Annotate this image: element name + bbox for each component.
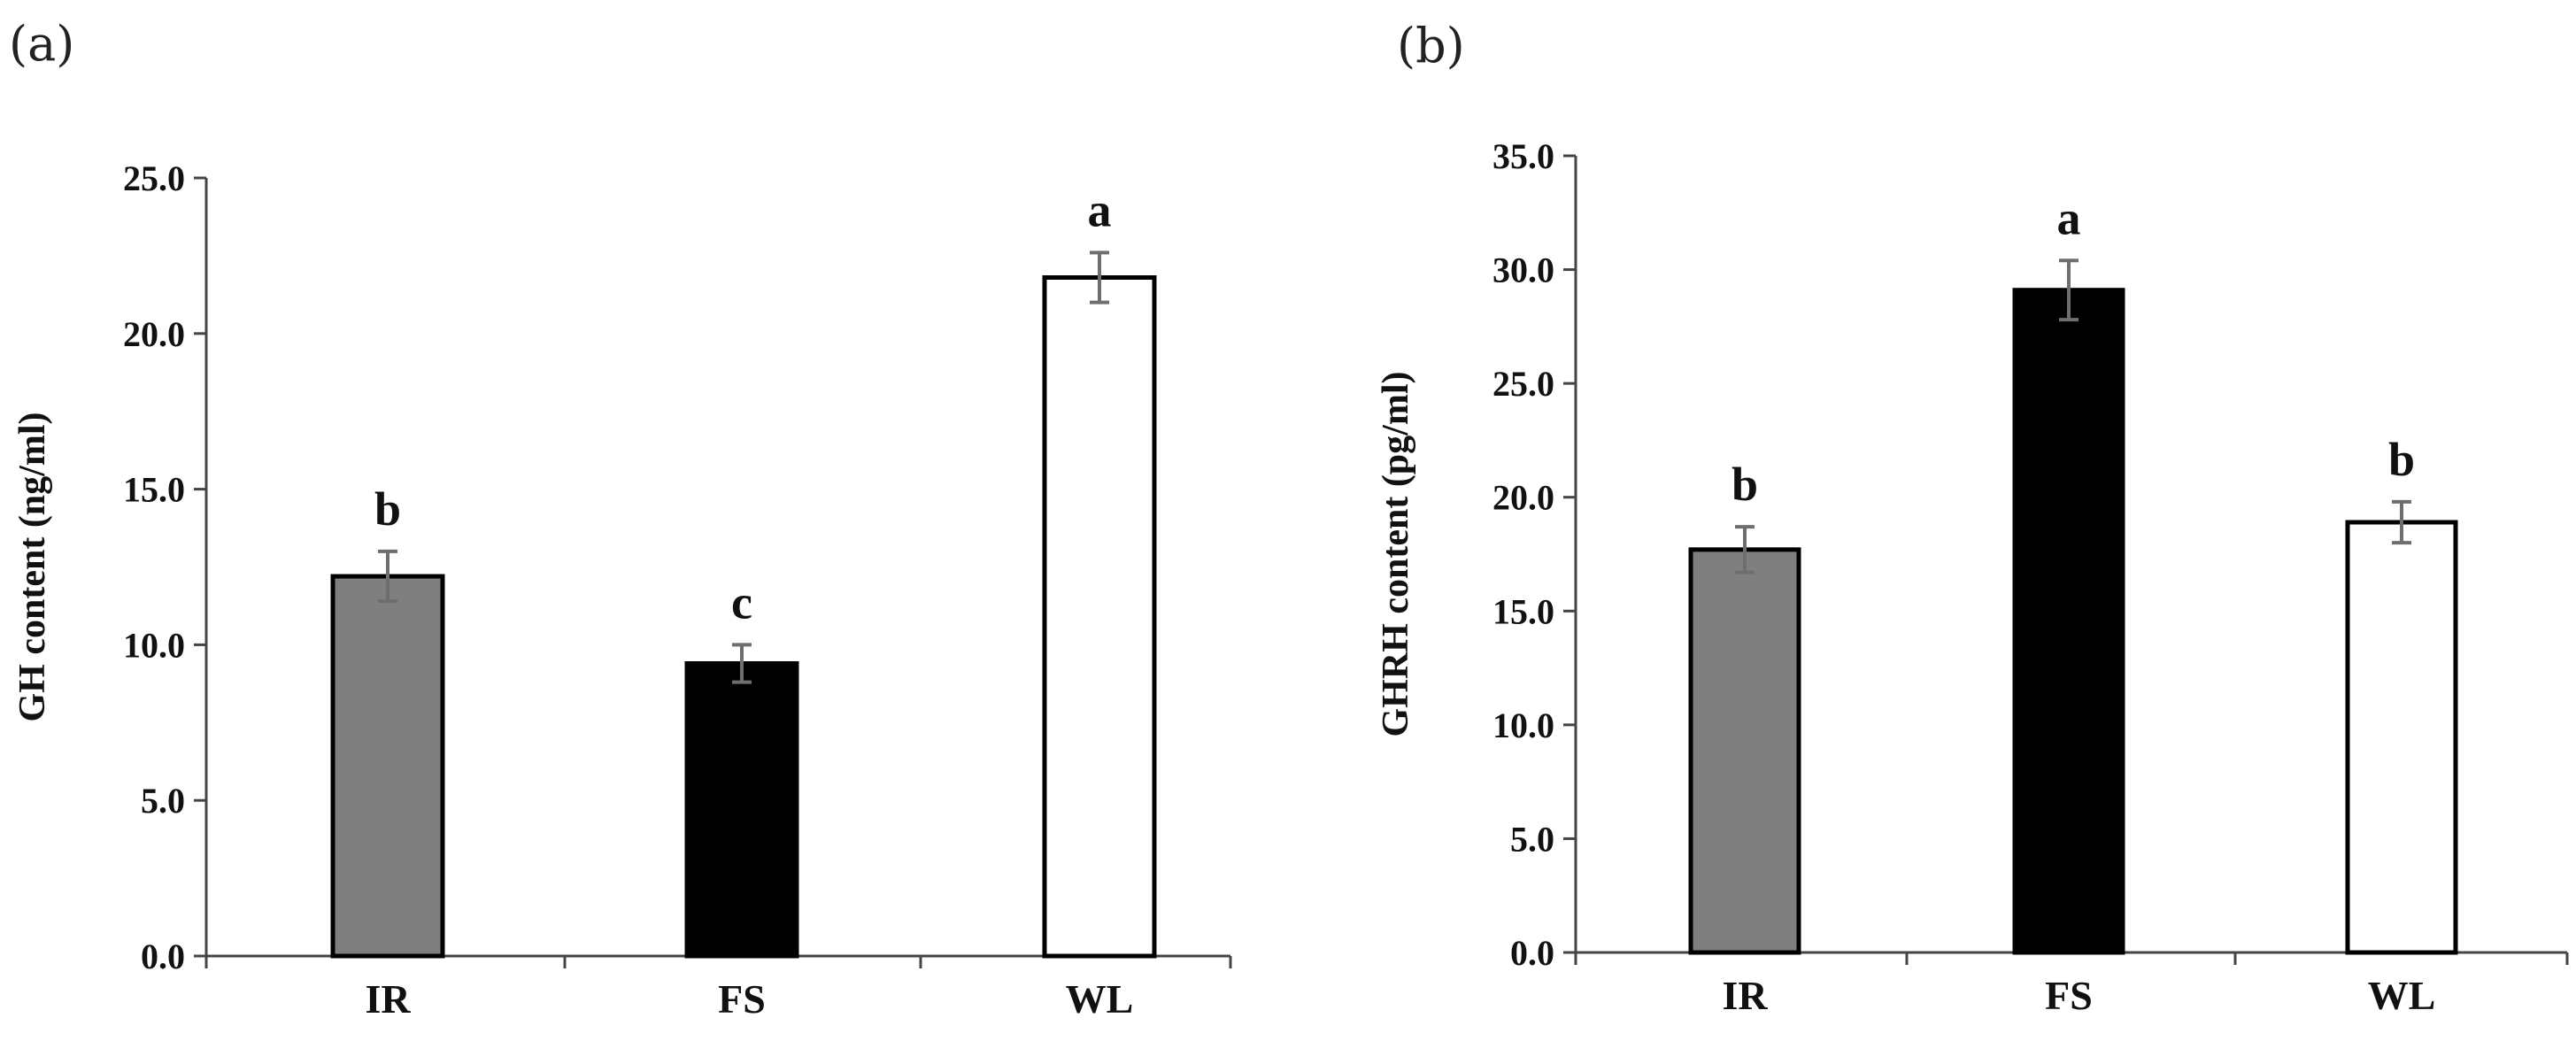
b-y-tick-label: 15.0 [1492,591,1554,631]
b-significance-ir: b [1731,458,1758,511]
a-y-tick-label: 25.0 [123,158,185,198]
b-bar-wl [2345,520,2458,955]
panel-a: (a) 0.0 5.0 10.0 15.0 20.0 25.0 b IR c FS a WL GH co… [9,16,1232,1022]
b-significance-wl: b [2388,433,2415,486]
b-y-tick-label: 25.0 [1492,364,1554,404]
a-category-label-ir: IR [365,976,411,1022]
a-significance-fs: c [731,575,752,628]
a-significance-ir: b [374,482,401,536]
a-y-tick-label: 10.0 [123,625,185,665]
b-y-tick-label: 5.0 [1510,819,1554,859]
b-y-tick-label: 0.0 [1510,933,1554,973]
a-category-label-fs: FS [718,976,766,1022]
b-category-label-fs: FS [2045,973,2093,1018]
a-bar-fs [684,660,799,959]
b-category-label-wl: WL [2368,973,2436,1018]
panel-a-label: (a) [9,16,74,72]
b-significance-fs: a [2057,191,2081,244]
b-y-tick-label: 35.0 [1492,136,1554,176]
a-y-axis-title: GH content (ng/ml) [12,413,53,722]
b-y-tick-label: 10.0 [1492,706,1554,745]
a-category-label-wl: WL [1066,976,1134,1022]
a-y-tick-label: 5.0 [141,781,185,821]
a-bar-wl [1042,275,1157,959]
a-significance-wl: a [1088,183,1112,236]
panel-b-label: (b) [1397,18,1465,73]
b-y-axis-title: GHRH content (pg/ml) [1376,372,1416,737]
panel-b: (b) 0.0 5.0 10.0 15.0 20.0 25.0 30.0 35.0 b IR a FS… [1376,18,2569,1018]
b-y-tick-label: 20.0 [1492,478,1554,518]
a-y-tick-label: 0.0 [141,937,185,976]
a-y-tick-label: 20.0 [123,314,185,354]
a-bar-ir [330,574,445,959]
a-y-tick-label: 15.0 [123,470,185,510]
b-bar-ir [1688,547,1801,955]
b-category-label-ir: IR [1722,973,1768,1018]
b-y-tick-label: 30.0 [1492,251,1554,290]
b-bar-fs [2012,288,2125,955]
